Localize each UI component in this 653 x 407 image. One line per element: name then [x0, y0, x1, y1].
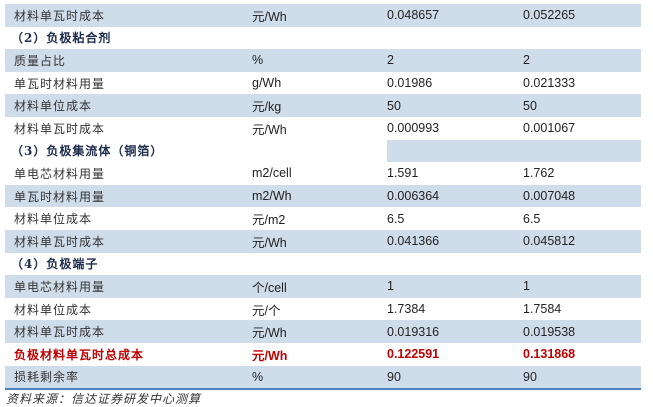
- table-row: 材料单瓦时成本 元/Wh 0.048657 0.052265: [5, 4, 641, 27]
- value-cell-2: 90: [523, 369, 537, 384]
- unit-cell: m2/cell: [252, 166, 292, 181]
- table-row: 材料单位成本 元/kg 50 50: [5, 94, 641, 117]
- row-label: 材料单位成本: [14, 99, 93, 114]
- table-row: 单瓦时材料用量 m2/Wh 0.006364 0.007048: [5, 184, 641, 208]
- table-row: 材料单瓦时成本 元/Wh 0.041366 0.045812: [5, 229, 641, 253]
- value-cell-1: 50: [387, 98, 401, 113]
- unit-cell: 元/Wh: [252, 326, 287, 341]
- value-cell-2: 0.007048: [523, 189, 576, 204]
- value-cell-1: 1: [387, 279, 394, 294]
- unit-cell: g/Wh: [252, 76, 282, 91]
- unit-cell: 个/cell: [252, 280, 287, 295]
- section-header-row: （4）负极端子: [5, 253, 641, 276]
- value-cell-2: 0.131868: [523, 347, 576, 362]
- value-cell-2: [523, 27, 641, 50]
- value-cell-2: 6.5: [523, 211, 541, 226]
- row-label: 材料单瓦时成本: [14, 234, 106, 249]
- row-label: 单瓦时材料用量: [14, 76, 106, 91]
- row-label: 材料单位成本: [14, 302, 93, 317]
- value-cell-2: 0.019538: [523, 324, 576, 339]
- row-label: 单瓦时材料用量: [14, 189, 106, 204]
- table-row: 材料单瓦时成本 元/Wh 0.019316 0.019538: [5, 320, 641, 343]
- row-label: 材料单瓦时成本: [14, 325, 106, 340]
- value-cell-1: 0.01986: [387, 76, 433, 91]
- value-cell-2: 50: [523, 98, 537, 113]
- table-row: 质量占比% 2 2: [5, 49, 641, 72]
- unit-cell: m2/Wh: [252, 189, 292, 204]
- value-cell-1: 1.591: [387, 166, 419, 181]
- table-row: 损耗剩余率% 90 90: [5, 365, 641, 389]
- value-cell-1: [387, 253, 523, 276]
- value-cell-2: 0.001067: [523, 121, 576, 136]
- value-cell-1: 0.122591: [387, 347, 440, 362]
- value-cell-1: 0.000993: [387, 121, 440, 136]
- value-cell-2: 0.052265: [523, 8, 576, 23]
- row-label: 单电芯材料用量: [14, 166, 106, 181]
- unit-cell: 元/Wh: [252, 235, 287, 250]
- value-cell-2: 2: [523, 53, 530, 68]
- section-header-row: （2）负极粘合剂: [5, 27, 641, 50]
- value-cell-2: 1.762: [523, 166, 555, 181]
- value-cell-1: [387, 139, 523, 163]
- table-row: 材料单位成本 元/个 1.7384 1.7584: [5, 298, 641, 321]
- value-cell-2: [523, 139, 641, 163]
- row-label: 材料单瓦时成本: [14, 8, 106, 23]
- source-note: 资料来源：信达证券研发中心测算: [6, 392, 202, 406]
- unit-cell: [252, 140, 387, 163]
- row-label: 材料单位成本: [14, 212, 93, 227]
- value-cell-1: 0.006364: [387, 189, 440, 204]
- table-row: 材料单瓦时成本 元/Wh 0.000993 0.001067: [5, 117, 641, 140]
- unit-cell: 元/Wh: [252, 122, 287, 137]
- table-row: 单瓦时材料用量 g/Wh 0.01986 0.021333: [5, 72, 641, 95]
- value-cell-2: 0.021333: [523, 76, 576, 91]
- unit-cell: 元/kg: [252, 100, 282, 115]
- value-cell-1: 90: [387, 369, 401, 384]
- row-label: 损耗剩余率: [14, 370, 80, 385]
- row-label: 材料单瓦时成本: [14, 121, 106, 136]
- value-cell-1: 6.5: [387, 211, 405, 226]
- section-header-row: （3）负极集流体（铜箔）: [5, 139, 641, 163]
- value-cell-1: [387, 27, 523, 50]
- value-cell-1: 0.048657: [387, 8, 440, 23]
- table-row: 材料单位成本 元/m2 6.5 6.5: [5, 207, 641, 230]
- value-cell-1: 0.041366: [387, 234, 440, 249]
- row-label: 质量占比: [14, 53, 67, 68]
- unit-cell: 元/Wh: [252, 348, 288, 363]
- unit-cell: 元/Wh: [252, 9, 287, 24]
- row-label: （2）负极粘合剂: [11, 31, 112, 46]
- value-cell-2: [523, 253, 641, 276]
- cost-table: 材料单瓦时成本 元/Wh 0.048657 0.052265 （2）负极粘合剂 质量占比%…: [5, 4, 641, 391]
- value-cell-2: 1: [523, 279, 530, 294]
- total-row: 负极材料单瓦时总成本 元/Wh 0.122591 0.131868: [5, 343, 641, 366]
- value-cell-1: 2: [387, 53, 394, 68]
- row-label: 负极材料单瓦时总成本: [14, 347, 145, 362]
- value-cell-2: 0.045812: [523, 234, 576, 249]
- table-row: 单电芯材料用量 m2/cell 1.591 1.762: [5, 162, 641, 185]
- value-cell-1: 0.019316: [387, 324, 440, 339]
- row-label: （4）负极端子: [11, 257, 99, 272]
- row-label: 单电芯材料用量: [14, 279, 106, 294]
- table-row: 单电芯材料用量 个/cell 1 1: [5, 275, 641, 298]
- unit-cell: %: [252, 53, 264, 68]
- unit-cell: 元/m2: [252, 213, 286, 228]
- unit-cell: [252, 253, 387, 276]
- unit-cell: %: [252, 369, 264, 384]
- row-label: （3）负极集流体（铜箔）: [11, 144, 164, 159]
- value-cell-2: 1.7584: [523, 302, 562, 317]
- unit-cell: [252, 27, 387, 50]
- value-cell-1: 1.7384: [387, 302, 426, 317]
- unit-cell: 元/个: [252, 303, 281, 318]
